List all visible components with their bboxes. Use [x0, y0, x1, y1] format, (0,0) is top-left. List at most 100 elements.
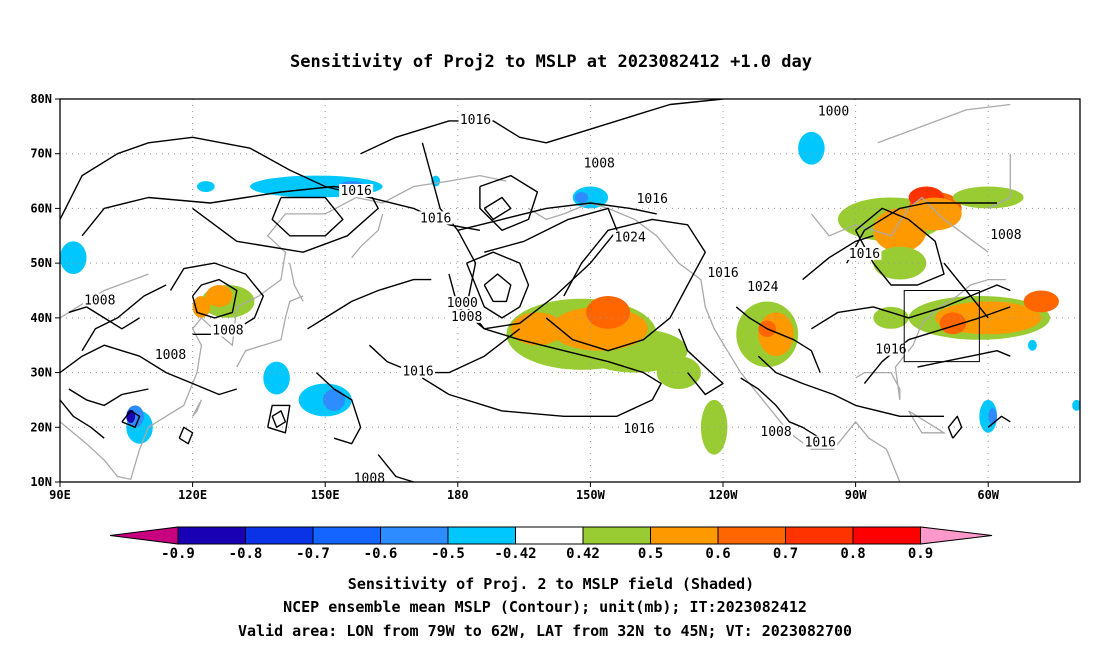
contour-label-bg [873, 342, 908, 356]
isobar [271, 410, 287, 428]
isobar [60, 399, 105, 439]
contour-label-bg [745, 279, 780, 293]
contour-label-bg [352, 471, 387, 482]
isobar [121, 410, 141, 428]
contour-label-bg [458, 112, 493, 126]
colorbar-tick-label: -0.8 [229, 546, 263, 562]
colorbar: -0.9 -0.8 -0.7 -0.6 -0.5 -0.42 0.42 0.5 0.6 0.7 0.… [109, 526, 993, 562]
coastline [60, 174, 507, 481]
contour-label: 1024 [747, 280, 778, 295]
isobar [483, 273, 512, 303]
coastline [528, 202, 901, 482]
contour-label-bg [418, 211, 453, 225]
isobar [846, 202, 997, 264]
colorbar-swatch [447, 526, 516, 545]
coastline [908, 410, 947, 434]
contour-label-bg [153, 348, 188, 362]
lon-tick-label: 90W [845, 488, 867, 502]
isobar [483, 196, 512, 221]
isobar [368, 328, 521, 374]
isobar [360, 99, 724, 155]
contour-label: 1016 [402, 365, 433, 380]
colorbar-low-end [109, 526, 179, 545]
colorbar-swatch [380, 526, 449, 545]
sensitivity-patch [205, 285, 233, 307]
contour-label-bg [401, 364, 436, 378]
coastline [987, 153, 1011, 209]
isobar [802, 235, 874, 281]
contour-label-bg [988, 227, 1023, 241]
coastline [192, 399, 203, 417]
colorbar-tick-label: -0.42 [494, 546, 536, 562]
contour-label: 1008 [760, 425, 791, 440]
sensitivity-patch [873, 306, 909, 329]
isobar [735, 306, 821, 373]
contour-label-bg [613, 230, 648, 244]
caption-line-1: Sensitivity of Proj. 2 to MSLP field (Sh… [348, 575, 754, 593]
contour-label: 1008 [584, 157, 615, 172]
coastline [351, 213, 384, 259]
lat-tick-label: 20N [30, 420, 52, 434]
isobar [81, 185, 379, 253]
lat-lon-grid [60, 99, 1080, 482]
coastline [855, 278, 1006, 400]
colorbar-swatch [650, 526, 719, 545]
isobar [191, 278, 238, 319]
colorbar-tick-label: 0.9 [908, 546, 933, 562]
contour-label: 1016 [623, 422, 654, 437]
lat-tick-label: 40N [30, 311, 52, 325]
contour-label-bg [816, 104, 851, 118]
isobar [267, 404, 291, 434]
contour-label: 1000 [447, 296, 478, 311]
colorbar-high-end [920, 526, 993, 545]
contour-label: 1000 [818, 105, 849, 120]
caption-line-3: Valid area: LON from 79W to 62W, LAT fro… [238, 622, 852, 640]
contour-label-bg [635, 192, 670, 206]
isobar [457, 202, 657, 231]
sensitivity-patch [60, 241, 87, 275]
isobar [271, 196, 344, 237]
contour-label-bg [847, 246, 882, 260]
contour-label: 1016 [849, 247, 880, 262]
sensitivity-patch [1023, 290, 1059, 313]
sensitivity-patch [988, 408, 998, 425]
contour-label: 1024 [615, 231, 646, 246]
contour-label: 1016 [420, 211, 451, 226]
lat-tick-label: 50N [30, 256, 52, 270]
isobar [377, 454, 414, 482]
coastline [810, 196, 989, 253]
isobar [81, 284, 167, 352]
isobar [68, 388, 149, 407]
isobar [545, 218, 706, 352]
contour-label-bg [82, 293, 117, 307]
lon-tick-label: 180 [447, 488, 469, 502]
sensitivity-patch [572, 186, 609, 209]
contour-label-bg [803, 435, 838, 449]
sensitivity-patch [574, 192, 589, 203]
isobar [465, 251, 530, 319]
sensitivity-patch [1072, 399, 1080, 411]
lat-tick-label: 70N [30, 147, 52, 161]
colorbar-tick-label: 0.6 [705, 546, 730, 562]
isobar [421, 142, 662, 417]
isobar [60, 344, 238, 396]
colorbar-tick-label: 0.42 [566, 546, 600, 562]
isobar [479, 174, 539, 231]
coastline [877, 103, 1011, 144]
contour-label: 1016 [805, 436, 836, 451]
contour-label: 1008 [84, 293, 115, 308]
contour-label: 1016 [637, 192, 668, 207]
colorbar-swatch [312, 526, 381, 545]
caption-line-2: NCEP ensemble mean MSLP (Contour); unit(… [283, 598, 807, 616]
colorbar-tick-label: -0.5 [431, 546, 465, 562]
contour-label: 1016 [340, 184, 371, 199]
lat-tick-label: 80N [30, 92, 52, 106]
sensitivity-patch [1027, 339, 1037, 351]
lat-tick-label: 60N [30, 201, 52, 215]
sensitivity-patch [263, 361, 290, 395]
contour-label: 1008 [451, 310, 482, 325]
colorbar-swatch [245, 526, 314, 545]
isobar [678, 328, 724, 396]
colorbar-tick-label: -0.7 [296, 546, 330, 562]
isobar [917, 350, 1011, 368]
